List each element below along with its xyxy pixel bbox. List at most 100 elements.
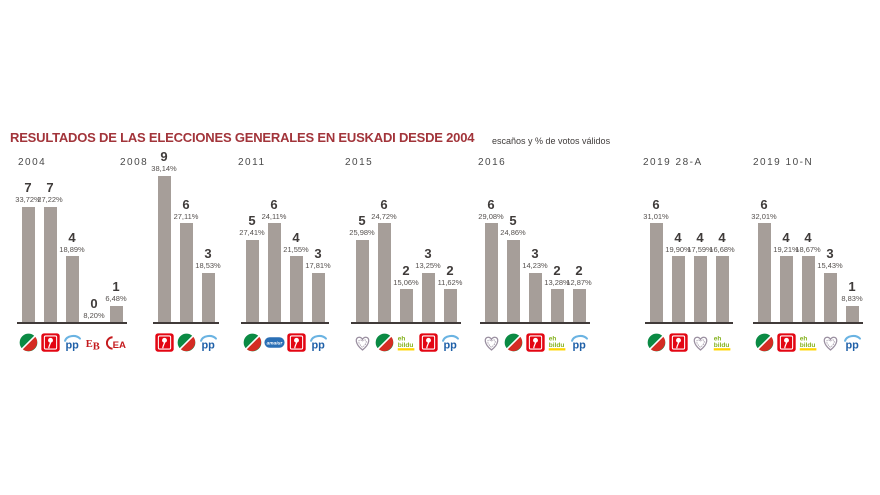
pp-logo-icon: pp — [61, 331, 83, 353]
bar-eaj-pnv — [245, 239, 259, 322]
psoe-logo-icon — [153, 331, 175, 353]
seats-label: 4 — [718, 229, 726, 245]
svg-text:pp: pp — [443, 339, 457, 351]
percentage-label: 27,41% — [239, 228, 265, 237]
seats-label: 6 — [487, 196, 495, 212]
bar-amaiur — [267, 223, 281, 322]
seats-label: 5 — [509, 213, 517, 228]
election-group-2019-28-A: 6 31,01% 4 19,90% 4 17,59% 4 16,68% eh bildu — [643, 150, 735, 353]
percentage-label: 29,08% — [478, 211, 504, 221]
bars-row: 6 29,08% 5 24,86% 3 14,23% 2 13,28% 2 12,87% — [478, 150, 592, 324]
seats-label: 6 — [380, 196, 388, 212]
percentage-label: 12,87% — [566, 277, 592, 287]
bar-cell: 5 24,86% — [500, 150, 526, 322]
bar-cell: 1 6,48% — [105, 150, 127, 322]
svg-text:bildu: bildu — [548, 341, 564, 348]
bar-cell: 5 27,41% — [239, 150, 265, 322]
percentage-label: 6,48% — [105, 294, 127, 303]
amaiur-logo-icon: amaiur — [263, 331, 285, 353]
percentage-label: 19,90% — [665, 244, 691, 254]
bar-cell: 4 17,59% — [687, 150, 713, 322]
svg-text:EA: EA — [112, 339, 125, 350]
percentage-label: 33,72% — [15, 195, 41, 204]
eb-logo-icon: E B — [83, 331, 105, 353]
eaj-pnv-logo-icon — [373, 331, 395, 353]
bars-row: 5 27,41% 6 24,11% 4 21,55% 3 17,81% — [239, 150, 331, 324]
percentage-label: 8,83% — [841, 294, 863, 303]
party-logos-row: eh bildu pp — [480, 331, 590, 353]
svg-text:bildu: bildu — [397, 341, 413, 348]
eaj-pnv-logo-icon — [241, 331, 263, 353]
seats-label: 2 — [402, 262, 410, 278]
psoe-logo-icon — [417, 331, 439, 353]
percentage-label: 19,21% — [773, 244, 799, 254]
seats-label: 2 — [446, 262, 454, 278]
pp-logo-icon: pp — [841, 331, 863, 353]
election-group-2016: 6 29,08% 5 24,86% 3 14,23% 2 13,28% 2 12,87% eh b… — [478, 150, 592, 353]
bar-eh-bildu — [715, 256, 729, 322]
eh-bildu-logo-icon: eh bildu — [546, 331, 568, 353]
pp-logo-icon: pp — [307, 331, 329, 353]
percentage-label: 13,25% — [415, 261, 441, 270]
svg-text:bildu: bildu — [713, 341, 729, 348]
seats-label: 2 — [553, 262, 561, 278]
election-group-2004: 7 33,72% 7 27,22% 4 18,89% 0 8,20% 1 6,48% pp E B… — [15, 150, 127, 353]
election-group-2019-10-N: 6 32,01% 4 19,21% 4 18,67% 3 15,43% 1 8,83% eh bi… — [751, 150, 863, 353]
pp-logo-icon: pp — [568, 331, 590, 353]
bars-row: 6 32,01% 4 19,21% 4 18,67% 3 15,43% 1 8,83% — [751, 150, 863, 324]
seats-label: 3 — [204, 246, 212, 261]
bar-cell: 0 8,20% — [83, 150, 105, 322]
seats-label: 7 — [46, 180, 54, 195]
year-label: 2004 — [18, 157, 47, 168]
year-label: 2019 28-A — [643, 157, 703, 168]
bar-cell: 4 18,67% — [795, 150, 821, 322]
election-group-2011: 5 27,41% 6 24,11% 4 21,55% 3 17,81% amaiur pp — [239, 150, 331, 353]
bar-eaj-pnv — [377, 223, 391, 322]
svg-text:B: B — [92, 341, 99, 352]
ea-logo-icon: EA — [105, 331, 127, 353]
seats-label: 4 — [674, 229, 682, 245]
percentage-label: 27,11% — [173, 211, 199, 221]
svg-text:eh: eh — [548, 335, 556, 342]
bar-eh-bildu — [399, 289, 413, 322]
svg-text:pp: pp — [311, 339, 325, 351]
bar-eh-bildu — [550, 289, 564, 322]
bar-cell: 7 33,72% — [15, 150, 41, 322]
seats-label: 9 — [160, 149, 168, 164]
eh-bildu-logo-icon: eh bildu — [797, 331, 819, 353]
bar-cell: 4 21,55% — [283, 150, 309, 322]
bar-pp — [572, 289, 586, 322]
bar-pp — [443, 289, 457, 322]
bar-eh-bildu — [801, 256, 815, 322]
psoe-logo-icon — [39, 331, 61, 353]
year-label: 2011 — [238, 157, 266, 168]
bars-row: 5 25,98% 6 24,72% 2 15,06% 3 13,25% 2 11,62% — [349, 150, 462, 324]
bar-podemos — [484, 223, 498, 322]
bar-psoe — [157, 175, 171, 322]
pp-logo-icon: pp — [439, 331, 461, 353]
bar-psoe — [421, 272, 435, 322]
podemos-logo-icon — [480, 331, 502, 353]
podemos-logo-icon — [689, 331, 711, 353]
year-label: 2008 — [120, 157, 149, 168]
bars-row: 7 33,72% 7 27,22% 4 18,89% 0 8,20% 1 6,48% — [15, 150, 127, 324]
percentage-label: 16,68% — [709, 244, 735, 254]
bar-cell: 4 19,90% — [665, 150, 691, 322]
bar-cell: 9 38,14% — [151, 149, 177, 322]
svg-text:eh: eh — [799, 335, 807, 342]
seats-label: 1 — [112, 279, 120, 294]
podemos-logo-icon — [351, 331, 373, 353]
percentage-label: 14,23% — [522, 261, 548, 270]
bar-cell: 4 18,89% — [59, 150, 85, 322]
election-group-2015: 5 25,98% 6 24,72% 2 15,06% 3 13,25% 2 11,62% eh b… — [349, 150, 462, 353]
bar-cell: 5 25,98% — [349, 150, 375, 322]
chart-subtitle: escaños y % de votos válidos — [492, 136, 611, 146]
seats-label: 3 — [531, 246, 539, 261]
year-label: 2016 — [478, 157, 507, 168]
bar-psoe — [528, 272, 542, 322]
seats-label: 4 — [696, 229, 704, 245]
psoe-logo-icon — [775, 331, 797, 353]
percentage-label: 24,72% — [371, 211, 397, 221]
seats-label: 3 — [314, 246, 322, 261]
bar-cell: 2 12,87% — [566, 150, 592, 322]
